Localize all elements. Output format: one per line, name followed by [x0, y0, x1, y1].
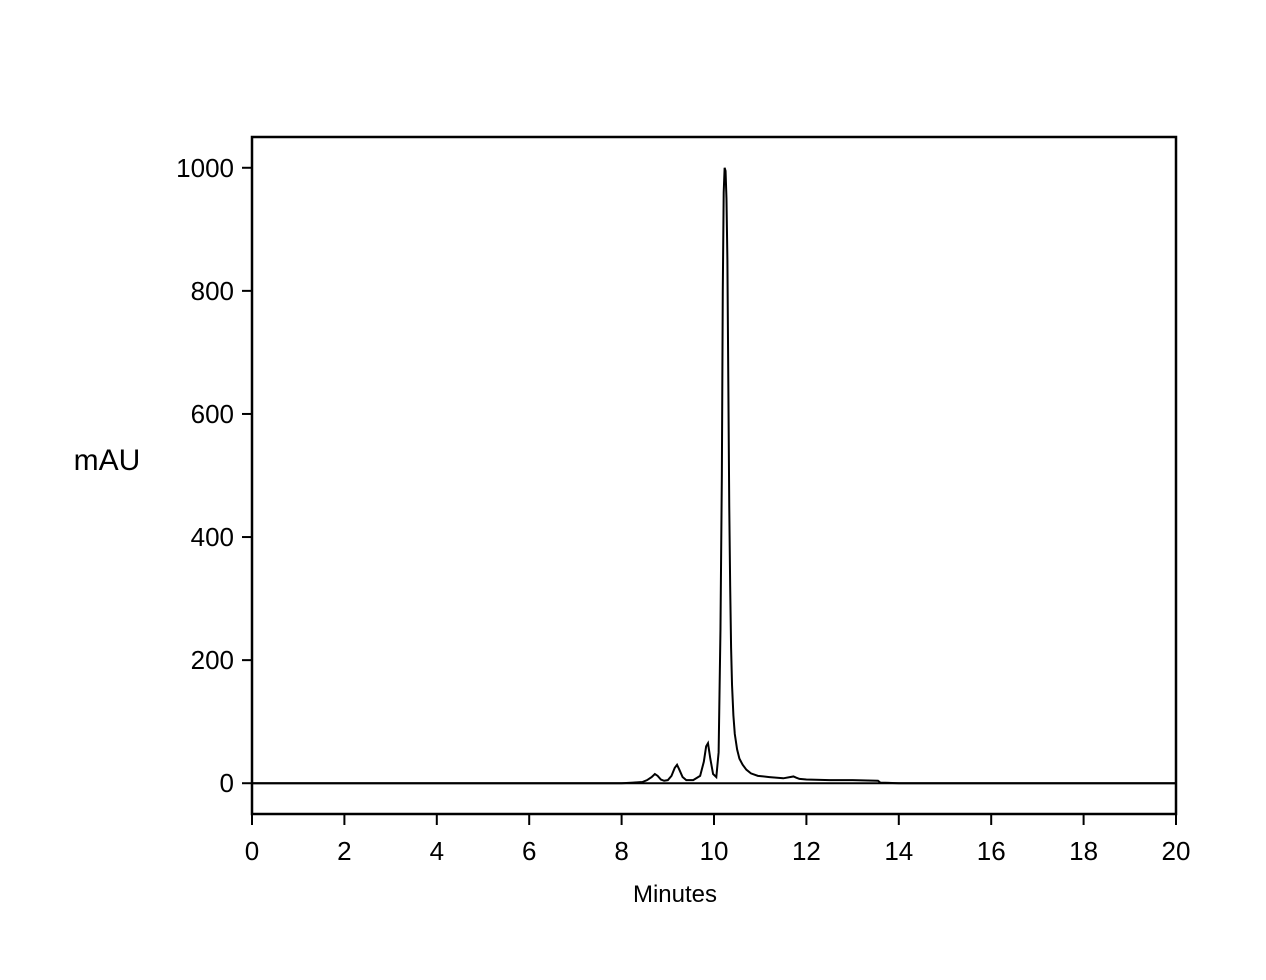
y-axis-title: mAU — [74, 444, 141, 477]
x-tick-label: 6 — [522, 836, 536, 866]
x-tick-label: 16 — [977, 836, 1006, 866]
y-tick-label: 200 — [191, 645, 234, 675]
y-tick-label: 1000 — [176, 153, 234, 183]
y-tick-label: 400 — [191, 522, 234, 552]
x-axis-ticks: 0 2 4 6 8 10 12 14 16 18 20 — [245, 814, 1191, 866]
x-tick-label: 0 — [245, 836, 259, 866]
chromatogram-trace — [252, 167, 1176, 785]
x-tick-label: 14 — [884, 836, 913, 866]
x-tick-label: 12 — [792, 836, 821, 866]
y-tick-label: 600 — [191, 399, 234, 429]
y-axis-ticks: 0 200 400 600 800 1000 — [176, 153, 252, 798]
x-tick-label: 4 — [430, 836, 444, 866]
x-axis-title: Minutes — [633, 881, 717, 908]
x-tick-label: 20 — [1162, 836, 1191, 866]
plot-frame — [250, 135, 1178, 816]
x-tick-label: 10 — [700, 836, 729, 866]
x-tick-label: 2 — [337, 836, 351, 866]
y-tick-label: 0 — [220, 768, 234, 798]
x-tick-label: 18 — [1069, 836, 1098, 866]
y-tick-label: 800 — [191, 276, 234, 306]
x-tick-label: 8 — [614, 836, 628, 866]
